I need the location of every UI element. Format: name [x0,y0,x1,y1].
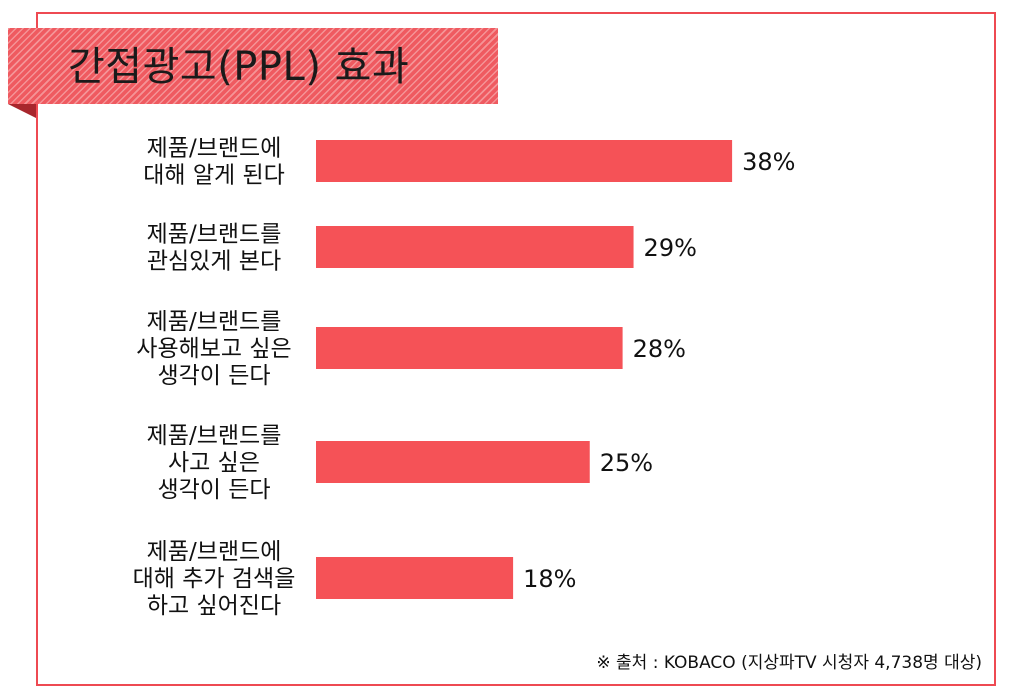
value-label-5: 18% [523,565,576,593]
value-label-1: 38% [742,148,795,176]
value-label-2: 29% [644,234,697,262]
bar-3 [316,327,623,369]
value-label-4: 25% [600,449,653,477]
bar-4 [316,441,590,483]
banner-fold [8,104,36,118]
category-label-2: 제품/브랜드를 관심있게 본다 [147,222,282,275]
category-label-4: 제품/브랜드를 사고 싶은 생각이 든다 [147,423,282,503]
bar-1 [316,140,733,182]
bar-5 [316,557,514,599]
title-banner [8,28,498,104]
category-label-1: 제품/브랜드에 대해 알게 된다 [143,136,285,189]
chart-title: 간접광고(PPL) 효과 [68,44,410,90]
category-label-3: 제품/브랜드를 사용해보고 싶은 생각이 든다 [136,309,291,389]
value-label-3: 28% [633,335,686,363]
category-label-5: 제품/브랜드에 대해 추가 검색을 하고 싶어진다 [133,539,296,619]
bar-2 [316,226,634,268]
source-note: ※ 출처 : KOBACO (지상파TV 시청자 4,738명 대상) [596,653,982,673]
